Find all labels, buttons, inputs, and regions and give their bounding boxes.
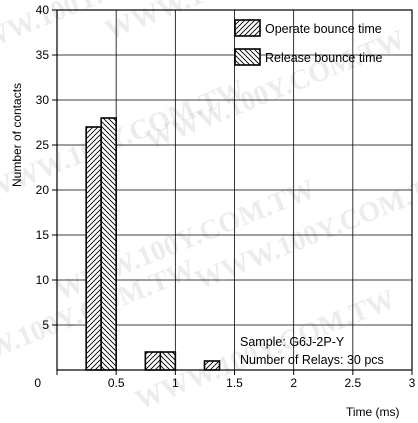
legend-swatch-operate xyxy=(234,19,261,37)
annotation-line-2: Number of Relays: 30 pcs xyxy=(240,353,384,367)
x-tick-label: 2 xyxy=(290,376,297,390)
x-tick-label: 0 xyxy=(34,376,41,390)
y-tick-label: 25 xyxy=(36,138,50,152)
bar-operate xyxy=(85,126,102,371)
x-tick-label: 2.5 xyxy=(344,376,361,390)
y-tick-label: 40 xyxy=(36,3,50,17)
bar-operate xyxy=(144,351,162,371)
x-axis-title: Time (ms) xyxy=(346,405,400,419)
watermark-text: WWW.100Y.COM.TW xyxy=(141,24,410,157)
watermark-text: WWW.100Y.COM.TW xyxy=(131,284,400,417)
y-axis-title: Number of contacts xyxy=(10,83,24,187)
legend-swatch-release xyxy=(234,48,261,66)
x-tick-labels: 0 0.5 1 1.5 2 2.5 3 xyxy=(34,370,416,390)
legend-label-operate: Operate bounce time xyxy=(265,22,382,36)
y-tick-labels: 5 10 15 20 25 30 35 40 xyxy=(36,3,57,332)
bar-release xyxy=(159,351,177,371)
x-tick-label: 1 xyxy=(172,376,179,390)
x-tick-label: 1.5 xyxy=(226,376,243,390)
y-tick-label: 35 xyxy=(36,48,50,62)
y-tick-label: 20 xyxy=(36,183,50,197)
annotation-line-1: Sample: G6J-2P-Y xyxy=(240,335,345,349)
sample-annotation: Sample: G6J-2P-Y Number of Relays: 30 pc… xyxy=(240,335,384,367)
bar-release xyxy=(100,117,117,371)
y-tick-label: 30 xyxy=(36,93,50,107)
y-tick-label: 10 xyxy=(36,273,50,287)
legend-label-release: Release bounce time xyxy=(265,51,382,65)
legend: Operate bounce time Release bounce time xyxy=(234,19,382,66)
y-tick-label: 15 xyxy=(36,228,50,242)
y-tick-label: 5 xyxy=(42,318,49,332)
x-tick-label: 0.5 xyxy=(108,376,125,390)
x-tick-label: 3 xyxy=(409,376,416,390)
bar-operate xyxy=(203,360,221,371)
